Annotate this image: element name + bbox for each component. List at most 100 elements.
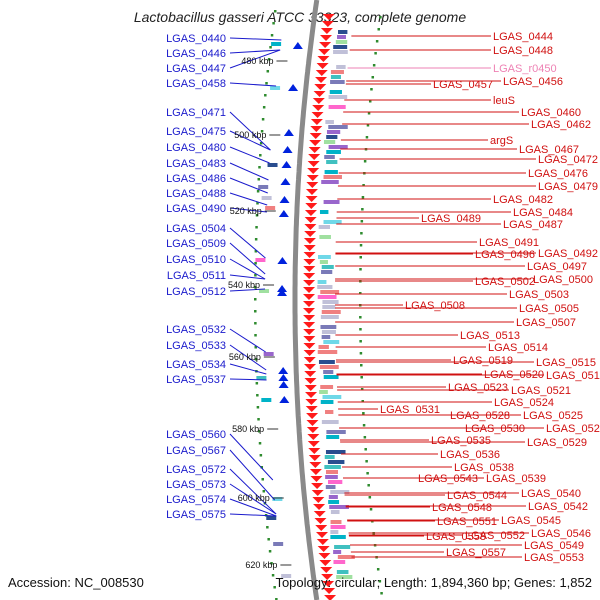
cog-feature-block	[321, 310, 341, 314]
cog-feature-block	[325, 485, 336, 489]
reverse-gene-arrow	[278, 374, 289, 381]
forward-gene-label: LGAS_0502	[475, 276, 535, 288]
gc-skew-dot	[254, 250, 258, 253]
reverse-gene-arrow	[279, 196, 290, 203]
reverse-gene-arrow	[282, 146, 293, 153]
forward-gene-label: LGAS_0530	[465, 423, 525, 435]
forward-gene-arrow	[306, 182, 319, 188]
forward-gene-label: LGAS_0491	[479, 237, 539, 249]
cog-feature-block	[324, 170, 338, 174]
cog-feature-block	[323, 375, 339, 379]
forward-gene-label: LGAS_0519	[453, 355, 513, 367]
cog-feature-block	[330, 535, 346, 539]
forward-gene-arrow	[304, 371, 317, 377]
cog-feature-block	[333, 550, 342, 554]
forward-gene-arrow	[312, 105, 325, 111]
cog-feature-block	[334, 545, 351, 549]
gc-skew-dot	[259, 142, 263, 145]
reverse-gene-label: LGAS_0532	[166, 324, 226, 336]
forward-gene-arrow	[320, 28, 333, 34]
cog-feature-block	[325, 120, 334, 124]
forward-gene-arrow	[306, 413, 319, 419]
gc-content-dot	[363, 160, 367, 163]
forward-gene-arrow	[317, 546, 330, 552]
reverse-feature-block	[273, 542, 284, 546]
gc-content-dot	[377, 28, 380, 31]
gc-skew-dot	[269, 46, 272, 49]
reverse-feature-block	[259, 289, 270, 293]
forward-gene-label: LGAS_0508	[405, 300, 465, 312]
gc-skew-dot	[256, 190, 260, 193]
forward-gene-arrow	[305, 203, 318, 209]
forward-gene-arrow	[310, 476, 323, 482]
gc-content-dot	[375, 40, 379, 43]
forward-gene-label: LGAS_0546	[531, 528, 591, 540]
gc-content-dot	[360, 364, 363, 367]
forward-gene-arrow	[312, 98, 325, 104]
cog-feature-block	[319, 365, 339, 369]
forward-gene-arrow	[303, 266, 316, 272]
forward-gene-arrow	[310, 126, 323, 132]
gc-skew-dot	[255, 214, 259, 217]
reverse-label-connector	[229, 468, 277, 515]
forward-gene-arrow	[303, 273, 316, 279]
forward-gene-arrow	[304, 224, 317, 230]
forward-gene-arrow	[303, 287, 316, 293]
forward-gene-label: LGAS_0525	[523, 410, 583, 422]
forward-gene-arrow	[303, 343, 316, 349]
forward-gene-arrow	[306, 420, 319, 426]
gc-skew-dot	[262, 490, 266, 493]
cog-feature-block	[326, 150, 341, 154]
cog-feature-block	[336, 570, 349, 574]
reverse-gene-label: LGAS_0504	[166, 223, 226, 235]
reverse-gene-label: LGAS_0475	[166, 126, 226, 138]
forward-gene-arrow	[314, 84, 327, 90]
scale-tick-label: 520 kbp	[230, 206, 262, 216]
gc-skew-dot	[268, 550, 272, 553]
forward-gene-arrow	[312, 497, 325, 503]
forward-gene-arrow	[315, 77, 328, 83]
forward-gene-label: LGAS_0487	[503, 219, 563, 231]
gc-content-dot	[362, 412, 365, 415]
gc-content-dot	[361, 196, 365, 199]
gc-content-dot	[367, 484, 370, 487]
gc-skew-dot	[259, 154, 262, 157]
cog-feature-block	[323, 370, 334, 374]
gc-skew-dot	[272, 22, 275, 25]
gc-content-dot	[360, 388, 364, 391]
forward-gene-arrow	[304, 217, 317, 223]
gc-content-dot	[376, 568, 380, 571]
forward-gene-arrow	[324, 595, 337, 600]
cog-feature-block	[319, 390, 328, 394]
forward-gene-arrow	[307, 161, 320, 167]
forward-gene-label: LGAS_0528	[450, 410, 510, 422]
forward-gene-arrow	[305, 406, 318, 412]
cog-feature-block	[333, 50, 348, 54]
gc-skew-dot	[254, 238, 258, 241]
scale-tick-label: 620 kbp	[245, 560, 277, 570]
cog-feature-block	[330, 75, 341, 79]
reverse-gene-label: LGAS_0537	[166, 374, 226, 386]
gc-skew-dot	[259, 454, 263, 457]
gc-content-dot	[359, 352, 363, 355]
cog-feature-block	[335, 40, 348, 44]
cog-feature-block	[328, 495, 338, 499]
forward-gene-arrow	[304, 378, 317, 384]
gc-content-dot	[360, 232, 363, 235]
reverse-gene-arrow	[281, 161, 292, 168]
backbone-layer	[254, 0, 383, 600]
forward-gene-arrow	[303, 252, 316, 258]
reverse-feature-block	[265, 206, 276, 210]
gc-content-dot	[362, 184, 365, 187]
scale-tick-label: 500 kbp	[234, 130, 266, 140]
gc-content-dot	[362, 424, 366, 427]
gc-content-dot	[380, 592, 383, 595]
cog-feature-block	[322, 305, 336, 309]
forward-gene-label: LGAS_0540	[521, 488, 581, 500]
forward-gene-arrow	[307, 441, 320, 447]
gc-content-dot	[359, 268, 362, 271]
cog-feature-block	[330, 80, 345, 84]
forward-gene-label: LGAS_0500	[533, 274, 593, 286]
gc-content-dot	[359, 316, 362, 319]
forward-gene-arrow	[303, 357, 316, 363]
